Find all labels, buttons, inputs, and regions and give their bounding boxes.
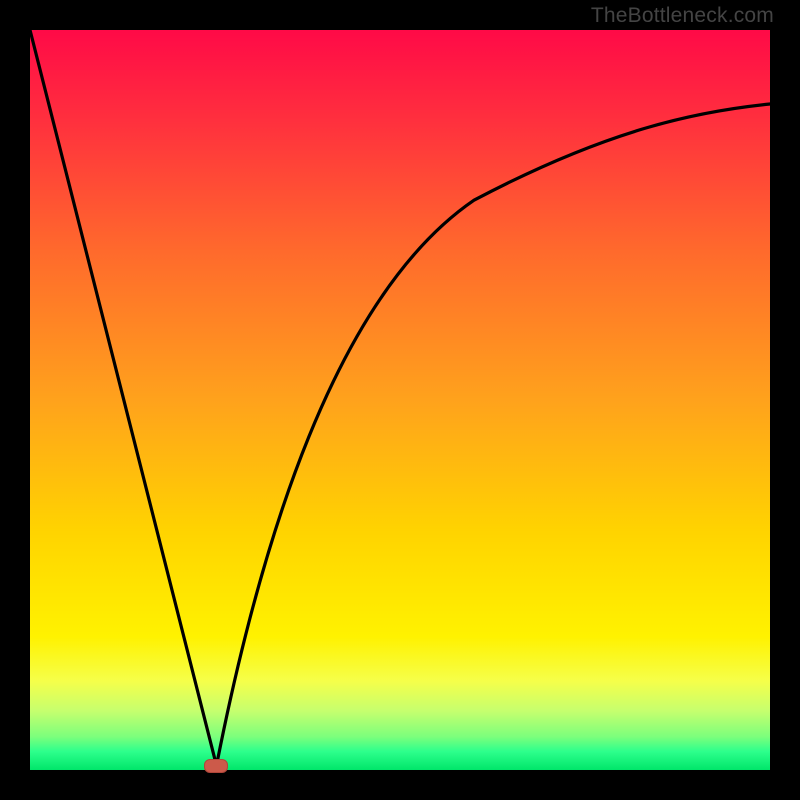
bottleneck-curve bbox=[30, 30, 770, 770]
plot-area bbox=[30, 30, 770, 770]
minimum-marker bbox=[204, 759, 228, 773]
watermark-text: TheBottleneck.com bbox=[591, 4, 774, 28]
chart-frame: TheBottleneck.com bbox=[0, 0, 800, 800]
